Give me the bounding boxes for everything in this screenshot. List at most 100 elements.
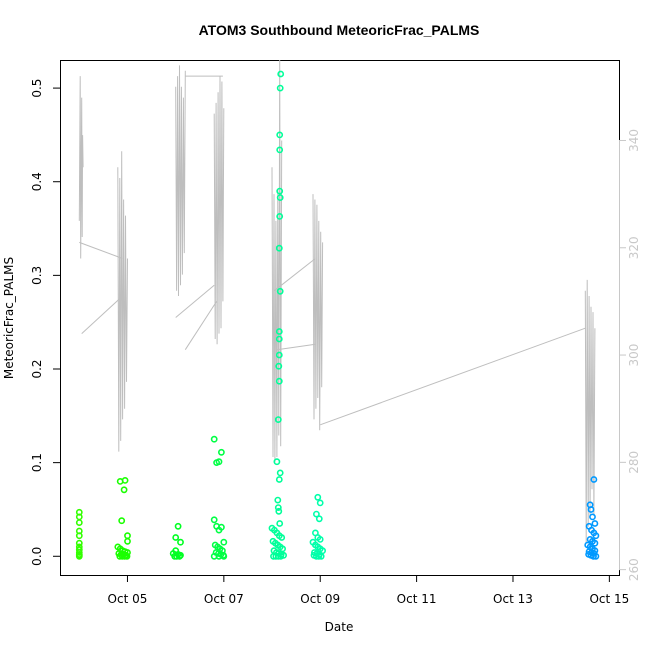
data-point-s0-2	[75, 519, 83, 526]
data-point-s4-7	[275, 244, 283, 252]
data-point-s2-8	[173, 552, 180, 560]
x-tick-label-1: Oct 07	[204, 592, 244, 606]
line-segment-5	[175, 284, 215, 318]
data-point-s4-26	[278, 534, 286, 541]
line-segment-13	[320, 327, 586, 426]
point-series-layer	[75, 70, 600, 560]
data-point-s1-4	[124, 532, 131, 540]
data-point-s4-6	[276, 212, 284, 220]
data-point-s0-11	[75, 552, 83, 560]
chart-title: ATOM3 Southbound MeteoricFrac_PALMS	[199, 22, 480, 38]
data-point-s5-2	[312, 510, 320, 518]
y-tick-label-4: 0.4	[30, 172, 44, 191]
line-segment-11	[276, 343, 316, 351]
data-point-s4-11	[275, 351, 283, 359]
data-point-s6-22	[592, 552, 600, 560]
line-segment-12	[312, 194, 324, 431]
data-point-s3-2	[215, 458, 223, 466]
data-point-s5-0	[314, 493, 322, 501]
data-point-s1-18	[123, 552, 131, 560]
x-tick-label-5: Oct 15	[589, 592, 629, 606]
data-point-s6-21	[590, 552, 597, 560]
data-point-s1-1	[121, 476, 129, 484]
data-point-s5-18	[317, 552, 325, 560]
data-point-s1-17	[121, 552, 128, 560]
data-point-s1-2	[120, 486, 128, 494]
y-right-tick-label-1: 280	[627, 451, 641, 474]
line-segment-4	[175, 65, 186, 297]
data-point-s2-9	[176, 552, 183, 560]
data-point-s0-5	[75, 539, 83, 547]
x-tick-label-0: Oct 05	[108, 592, 148, 606]
data-point-s1-5	[124, 537, 131, 545]
data-point-s4-17	[275, 476, 283, 483]
y-tick-label-3: 0.3	[30, 266, 44, 285]
y-tick-label-0: 0.0	[30, 547, 44, 566]
x-axis-label: Date	[325, 620, 354, 634]
data-point-s6-8	[592, 532, 600, 540]
line-segment-8	[213, 76, 225, 345]
y-axis-label: MeteoricFrac_PALMS	[2, 257, 16, 379]
data-point-s0-4	[75, 532, 83, 540]
data-point-s4-40	[277, 552, 285, 560]
data-point-s4-1	[276, 84, 284, 92]
line-series-layer	[78, 59, 596, 543]
y-tick-label-2: 0.2	[30, 359, 44, 378]
data-point-s4-39	[274, 552, 282, 560]
data-point-s4-9	[275, 328, 283, 335]
line-segment-2	[81, 295, 123, 334]
data-point-s5-6	[316, 536, 324, 543]
y-axis-right: 260 280 300 320 340	[619, 129, 641, 581]
data-point-s4-10	[275, 335, 283, 343]
line-segment-6	[184, 301, 218, 350]
data-point-s5-1	[316, 499, 324, 507]
data-point-s3-7	[217, 523, 225, 531]
data-point-s4-12	[275, 362, 283, 370]
data-point-s0-1	[75, 513, 83, 521]
data-point-s4-13	[275, 377, 283, 385]
data-point-s6-11	[591, 539, 599, 547]
data-point-s6-3	[589, 513, 596, 521]
data-point-s4-20	[275, 507, 283, 515]
y-right-tick-label-3: 320	[627, 236, 641, 259]
data-point-s3-19	[220, 552, 228, 560]
x-axis: Oct 05 Oct 07 Oct 09 Oct 11 Oct 13 Oct 15	[108, 575, 629, 606]
data-point-s5-3	[315, 515, 323, 523]
data-point-s4-2	[276, 131, 284, 139]
y-right-tick-label-2: 300	[627, 344, 641, 367]
data-point-s4-18	[274, 496, 282, 504]
data-point-s4-4	[276, 187, 284, 195]
data-point-s4-3	[276, 146, 284, 154]
y-axis-left: 0.0 0.1 0.2 0.3 0.4 0.5	[30, 79, 61, 566]
y-tick-label-5: 0.5	[30, 79, 44, 98]
y-right-tick-label-0: 260	[627, 558, 641, 581]
data-point-s2-2	[177, 538, 184, 546]
data-point-s4-14	[274, 416, 282, 423]
data-point-s6-0	[590, 476, 598, 483]
data-point-s3-8	[220, 538, 228, 546]
data-point-s4-0	[277, 70, 285, 78]
x-tick-label-2: Oct 09	[300, 592, 340, 606]
data-point-s3-3	[217, 448, 225, 456]
data-point-s6-2	[587, 506, 595, 513]
line-segment-9	[271, 59, 283, 463]
data-point-s3-0	[210, 435, 218, 443]
data-point-s6-4	[591, 520, 599, 527]
data-point-s1-3	[118, 517, 126, 525]
data-point-s4-15	[273, 458, 281, 466]
data-point-s4-19	[274, 504, 282, 511]
plot-area	[60, 60, 620, 576]
x-tick-label-3: Oct 11	[397, 592, 437, 606]
data-point-s2-0	[174, 522, 182, 530]
line-segment-10	[274, 258, 316, 292]
data-point-s4-16	[276, 469, 284, 477]
y-right-tick-label-4: 340	[627, 129, 641, 152]
line-segment-3	[117, 151, 128, 452]
data-point-s4-8	[276, 287, 284, 295]
x-tick-label-4: Oct 13	[493, 592, 533, 606]
line-segment-0	[78, 76, 84, 259]
data-point-s3-4	[210, 516, 218, 524]
data-point-s4-21	[276, 520, 284, 527]
